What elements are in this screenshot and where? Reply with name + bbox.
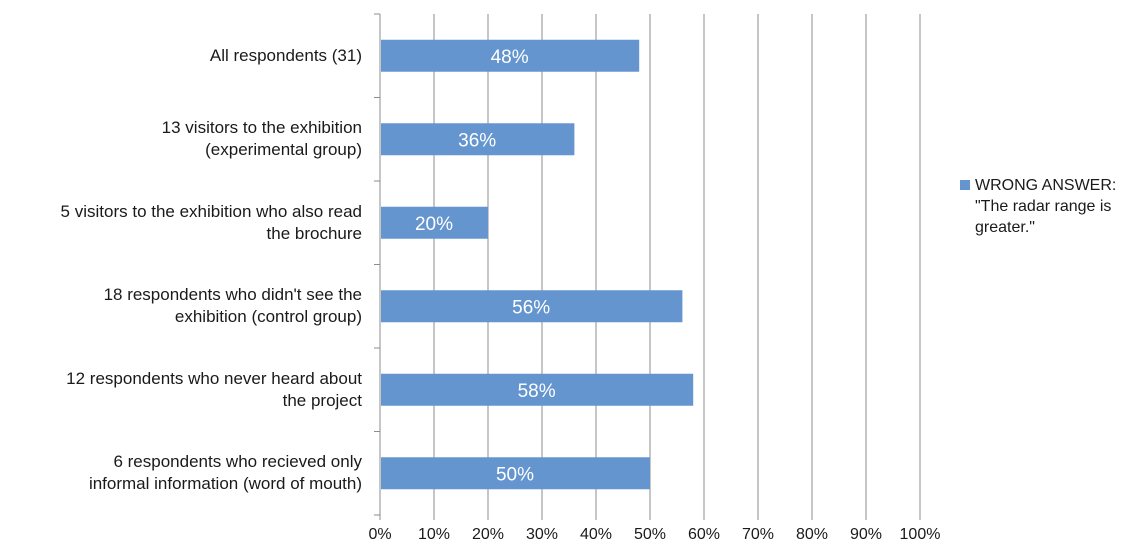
bar <box>381 206 488 239</box>
category-label: 5 visitors to the exhibition who also re… <box>0 201 362 245</box>
bar <box>381 373 694 406</box>
bar-value-label: 58% <box>518 381 556 402</box>
bar <box>381 457 650 490</box>
legend-line: WRONG ANSWER: <box>975 177 1117 194</box>
category-label-line: the brochure <box>266 223 362 243</box>
bar <box>381 290 683 323</box>
x-tick-label: 20% <box>472 526 504 543</box>
category-label: 13 visitors to the exhibition (experiment… <box>0 117 362 161</box>
gridlines <box>433 14 921 515</box>
category-axis <box>374 13 921 520</box>
legend-entry: WRONG ANSWER: "The radar range is greater.… <box>975 175 1144 238</box>
x-tick-label: 80% <box>796 526 828 543</box>
bar-value-label: 36% <box>458 130 496 151</box>
bar-value-label: 48% <box>491 47 529 68</box>
category-label-line: 12 respondents who never heard about <box>66 368 362 388</box>
bar-value-label: 50% <box>496 464 534 485</box>
bar <box>381 123 575 156</box>
category-label-line: All respondents (31) <box>209 45 362 65</box>
x-axis-tick-labels: 0% 10% 20% 30% 40% 50% 60% 70% 80% 90% 100% <box>368 526 940 543</box>
category-label: 18 respondents who didn't see the exhibit… <box>0 284 362 328</box>
x-tick-label: 40% <box>580 526 612 543</box>
bar-value-label: 56% <box>512 297 550 318</box>
category-label-line: exhibition (control group) <box>174 307 362 327</box>
category-label: 12 respondents who never heard about the … <box>0 368 362 412</box>
legend-line: greater." <box>975 219 1035 236</box>
x-tick-label: 70% <box>742 526 774 543</box>
bar <box>381 39 640 72</box>
legend-line: "The radar range is <box>975 198 1112 215</box>
category-label-line: informal information (word of mouth) <box>88 474 362 494</box>
category-label: 6 respondents who recieved only informal … <box>0 451 362 495</box>
x-tick-label: 30% <box>526 526 558 543</box>
x-tick-label: 90% <box>850 526 882 543</box>
legend-swatch <box>960 180 970 190</box>
category-label-line: (experimental group) <box>205 140 362 160</box>
x-tick-label: 100% <box>900 526 941 543</box>
bars <box>381 39 694 490</box>
bar-value-label: 20% <box>415 214 453 235</box>
bar-data-labels: 48% 36% 20% 56% 58% 50% <box>415 47 556 486</box>
category-label: All respondents (31) <box>0 45 362 67</box>
x-tick-label: 50% <box>634 526 666 543</box>
category-label-line: 5 visitors to the exhibition who also re… <box>60 201 362 221</box>
category-label-line: the project <box>282 390 362 410</box>
x-tick-label: 10% <box>418 526 450 543</box>
category-label-line: 6 respondents who recieved only <box>113 452 362 472</box>
category-label-line: 18 respondents who didn't see the <box>103 285 362 305</box>
x-tick-label: 0% <box>368 526 391 543</box>
x-tick-label: 60% <box>688 526 720 543</box>
category-label-line: 13 visitors to the exhibition <box>161 118 362 138</box>
